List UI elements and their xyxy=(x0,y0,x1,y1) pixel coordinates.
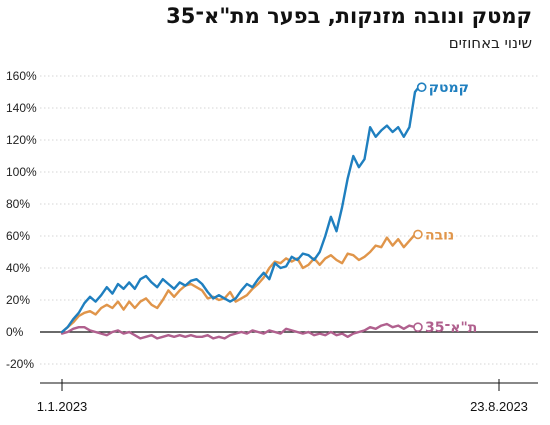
grid-lines xyxy=(40,75,538,365)
y-axis-ticks: -20% 0% 20% 40% 60% 80% 100% 120% 140% 160% xyxy=(6,69,37,371)
y-tick-label: 100% xyxy=(6,165,37,179)
y-tick-label: 160% xyxy=(6,69,37,83)
y-tick-label: 60% xyxy=(6,229,30,243)
y-tick-label: 0% xyxy=(6,325,24,339)
series-line xyxy=(60,86,420,334)
series-end-marker xyxy=(416,82,427,92)
y-tick-label: -20% xyxy=(6,357,34,371)
series-lines xyxy=(60,82,427,340)
x-axis: 1.1.2023 23.8.2023 xyxy=(37,379,538,414)
y-tick-label: 140% xyxy=(6,101,37,115)
series-line xyxy=(60,233,417,334)
series-end-marker xyxy=(413,229,423,240)
y-tick-label: 40% xyxy=(6,261,30,275)
series-line xyxy=(60,322,417,340)
y-tick-label: 120% xyxy=(6,133,37,147)
series-label: נובה xyxy=(425,227,454,243)
chart-subtitle: שינוי באחוזים xyxy=(448,34,532,52)
x-tick-label: 23.8.2023 xyxy=(470,399,528,414)
series-end-marker xyxy=(413,322,423,333)
chart-title: קמטק ונובה מזנקות, בפער מת"א־35 xyxy=(166,4,532,28)
series-label: קמטק xyxy=(429,80,469,96)
y-tick-label: 80% xyxy=(6,197,30,211)
series-labels: ת"א־35 נובה קמטק xyxy=(425,80,477,336)
x-tick-label: 1.1.2023 xyxy=(37,399,88,414)
y-tick-label: 20% xyxy=(6,293,30,307)
series-label: ת"א־35 xyxy=(425,320,477,336)
